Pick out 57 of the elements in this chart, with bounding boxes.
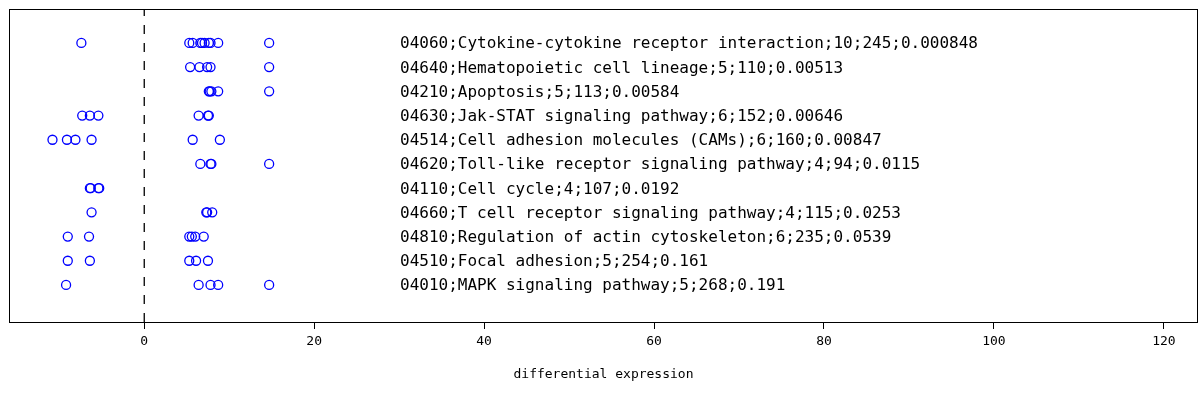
point — [93, 110, 104, 121]
x-tick-label: 60 — [646, 332, 662, 348]
x-axis-title: differential expression — [513, 366, 694, 382]
point — [77, 110, 88, 121]
point — [61, 134, 73, 145]
x-tick-label: 40 — [476, 332, 492, 348]
y-tick-label: 04110;Cell cycle;4;107;0.0192 — [400, 179, 680, 198]
point — [264, 37, 275, 49]
y-tick-label: 04514;Cell adhesion molecules (CAMs);6;160;0.00847 — [400, 130, 882, 149]
x-tick-label: 80 — [816, 332, 832, 348]
point — [187, 134, 198, 145]
point — [184, 61, 196, 73]
point — [213, 37, 224, 49]
point — [194, 61, 205, 73]
point — [84, 255, 96, 266]
y-tick-label: 04640;Hematopoietic cell lineage;5;110;0.00513 — [400, 58, 844, 77]
point — [76, 37, 87, 49]
point — [202, 255, 214, 266]
point — [84, 110, 96, 121]
point — [264, 61, 275, 73]
point — [60, 279, 72, 291]
point — [62, 231, 73, 242]
y-tick-label: 04810;Regulation of actin cytoskeleton;6;235;0.0539 — [400, 227, 892, 246]
x-tick-label: 0 — [140, 332, 149, 348]
point — [86, 207, 97, 218]
point — [47, 134, 58, 145]
point — [83, 231, 95, 242]
point — [264, 279, 275, 291]
point — [86, 134, 97, 145]
point — [213, 86, 224, 97]
point — [207, 207, 218, 218]
point — [213, 279, 224, 291]
point — [184, 255, 195, 266]
point — [201, 61, 213, 73]
point — [264, 158, 275, 170]
y-tick-label: 04060;Cytokine-cytokine receptor interaction;10;245;0.000848 — [400, 33, 978, 52]
point — [205, 279, 216, 291]
x-tick-label: 100 — [982, 332, 1006, 348]
y-tick-label: 04630;Jak-STAT signaling pathway;6;152;0.00646 — [400, 106, 844, 125]
point — [193, 279, 204, 291]
y-tick-label: 04620;Toll-like receptor signaling pathway;4;94;0.0115 — [400, 154, 921, 173]
point — [198, 231, 209, 242]
x-tick-label: 20 — [306, 332, 323, 348]
y-tick-label: 04510;Focal adhesion;5;254;0.161 — [400, 251, 709, 270]
point — [264, 86, 275, 97]
y-tick-label: 04210;Apoptosis;5;113;0.00584 — [400, 82, 680, 101]
point — [190, 231, 201, 242]
y-tick-label: 04010;MAPK signaling pathway;5;268;0.191 — [400, 275, 786, 294]
point — [205, 61, 216, 73]
point — [193, 110, 204, 121]
y-tick-label: 04660;T cell receptor signaling pathway;4;115;0.0253 — [400, 203, 901, 222]
point — [214, 134, 226, 145]
point — [190, 255, 202, 266]
point — [195, 158, 206, 170]
x-tick-label: 120 — [1152, 332, 1176, 348]
point — [62, 255, 73, 266]
point — [70, 134, 81, 145]
